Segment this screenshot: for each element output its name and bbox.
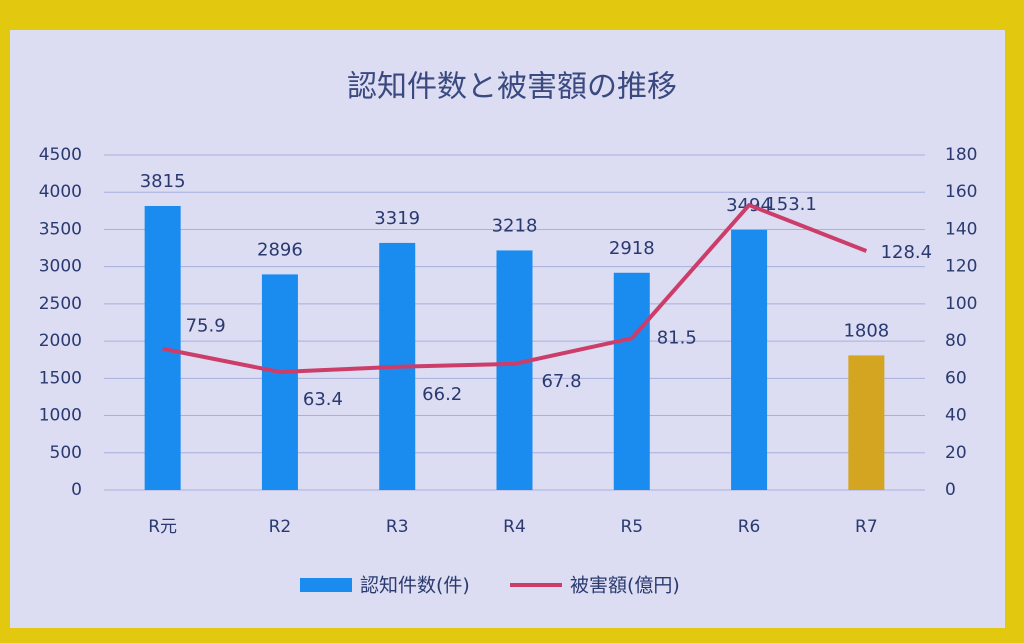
y2-tick-label: 100 bbox=[945, 294, 977, 314]
bar bbox=[144, 205, 181, 490]
y-tick-label: 500 bbox=[50, 443, 82, 463]
legend-label: 被害額(億円) bbox=[570, 575, 680, 597]
data-label: 1808 bbox=[843, 320, 889, 341]
x-tick-label: R7 bbox=[855, 517, 878, 537]
y2-tick-label: 20 bbox=[945, 443, 967, 463]
x-tick-label: R元 bbox=[148, 517, 177, 537]
data-label: 63.4 bbox=[303, 389, 343, 410]
data-label: 3218 bbox=[492, 215, 538, 236]
y2-tick-label: 80 bbox=[945, 331, 967, 351]
data-label: 3815 bbox=[140, 171, 186, 192]
y-tick-label: 3500 bbox=[39, 219, 82, 239]
data-label: 81.5 bbox=[657, 327, 697, 348]
x-tick-label: R5 bbox=[620, 517, 643, 537]
y2-tick-label: 160 bbox=[945, 182, 977, 202]
y-tick-label: 3000 bbox=[39, 257, 82, 277]
data-label: 75.9 bbox=[186, 316, 226, 337]
data-label: 128.4 bbox=[881, 242, 933, 263]
bar bbox=[496, 250, 533, 490]
y2-tick-label: 180 bbox=[945, 145, 977, 165]
data-label: 2918 bbox=[609, 238, 655, 259]
bar bbox=[261, 274, 298, 490]
data-label: 66.2 bbox=[422, 384, 462, 405]
bar bbox=[848, 355, 885, 490]
legend-swatch bbox=[300, 578, 352, 592]
x-tick-label: R2 bbox=[269, 517, 292, 537]
y-tick-label: 4000 bbox=[39, 182, 82, 202]
y-tick-label: 2500 bbox=[39, 294, 82, 314]
y2-tick-label: 0 bbox=[945, 480, 956, 500]
bar bbox=[613, 272, 650, 490]
legend-label: 認知件数(件) bbox=[360, 575, 470, 597]
chart-title: 認知件数と被害額の推移 bbox=[347, 70, 677, 105]
y2-tick-label: 60 bbox=[945, 368, 967, 388]
data-label: 3319 bbox=[374, 208, 420, 229]
y-tick-label: 4500 bbox=[39, 145, 82, 165]
y2-tick-label: 40 bbox=[945, 406, 967, 426]
data-label: 2896 bbox=[257, 239, 303, 260]
x-tick-label: R3 bbox=[386, 517, 409, 537]
data-label: 153.1 bbox=[765, 194, 817, 215]
data-label: 67.8 bbox=[541, 371, 581, 392]
y-tick-label: 0 bbox=[71, 480, 82, 500]
bar bbox=[731, 229, 768, 490]
line bbox=[162, 203, 868, 375]
y2-tick-label: 140 bbox=[945, 219, 977, 239]
y-tick-label: 2000 bbox=[39, 331, 82, 351]
x-tick-label: R4 bbox=[503, 517, 526, 537]
x-tick-label: R6 bbox=[738, 517, 761, 537]
y-tick-label: 1000 bbox=[39, 406, 82, 426]
y-tick-label: 1500 bbox=[39, 368, 82, 388]
y2-tick-label: 120 bbox=[945, 257, 977, 277]
